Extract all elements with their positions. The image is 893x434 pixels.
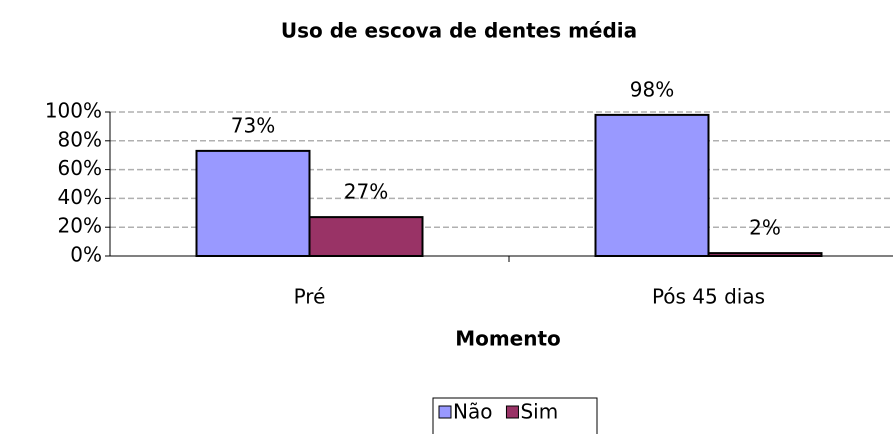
y-tick-label: 80% <box>58 127 102 151</box>
x-axis-label: Momento <box>455 327 561 351</box>
x-tick-label: Pós 45 dias <box>652 285 765 309</box>
data-label: 27% <box>344 180 388 204</box>
y-tick-label: 60% <box>58 156 102 180</box>
chart-title: Uso de escova de dentes média <box>281 19 637 43</box>
bar <box>707 252 823 257</box>
legend-swatch <box>438 405 452 419</box>
data-label: 73% <box>231 113 275 137</box>
legend-label: Sim <box>520 400 558 424</box>
y-tick-label: 100% <box>45 99 102 123</box>
bar <box>594 113 710 257</box>
y-tick-label: 20% <box>58 214 102 238</box>
x-tick-label: Pré <box>294 285 326 309</box>
data-label: 2% <box>749 216 781 240</box>
y-tick-label: 0% <box>70 243 102 267</box>
y-tick-label: 40% <box>58 185 102 209</box>
bar <box>195 149 311 258</box>
legend-label: Não <box>453 400 492 424</box>
legend-swatch <box>505 405 519 419</box>
data-label: 98% <box>630 77 674 101</box>
bar <box>308 216 424 257</box>
